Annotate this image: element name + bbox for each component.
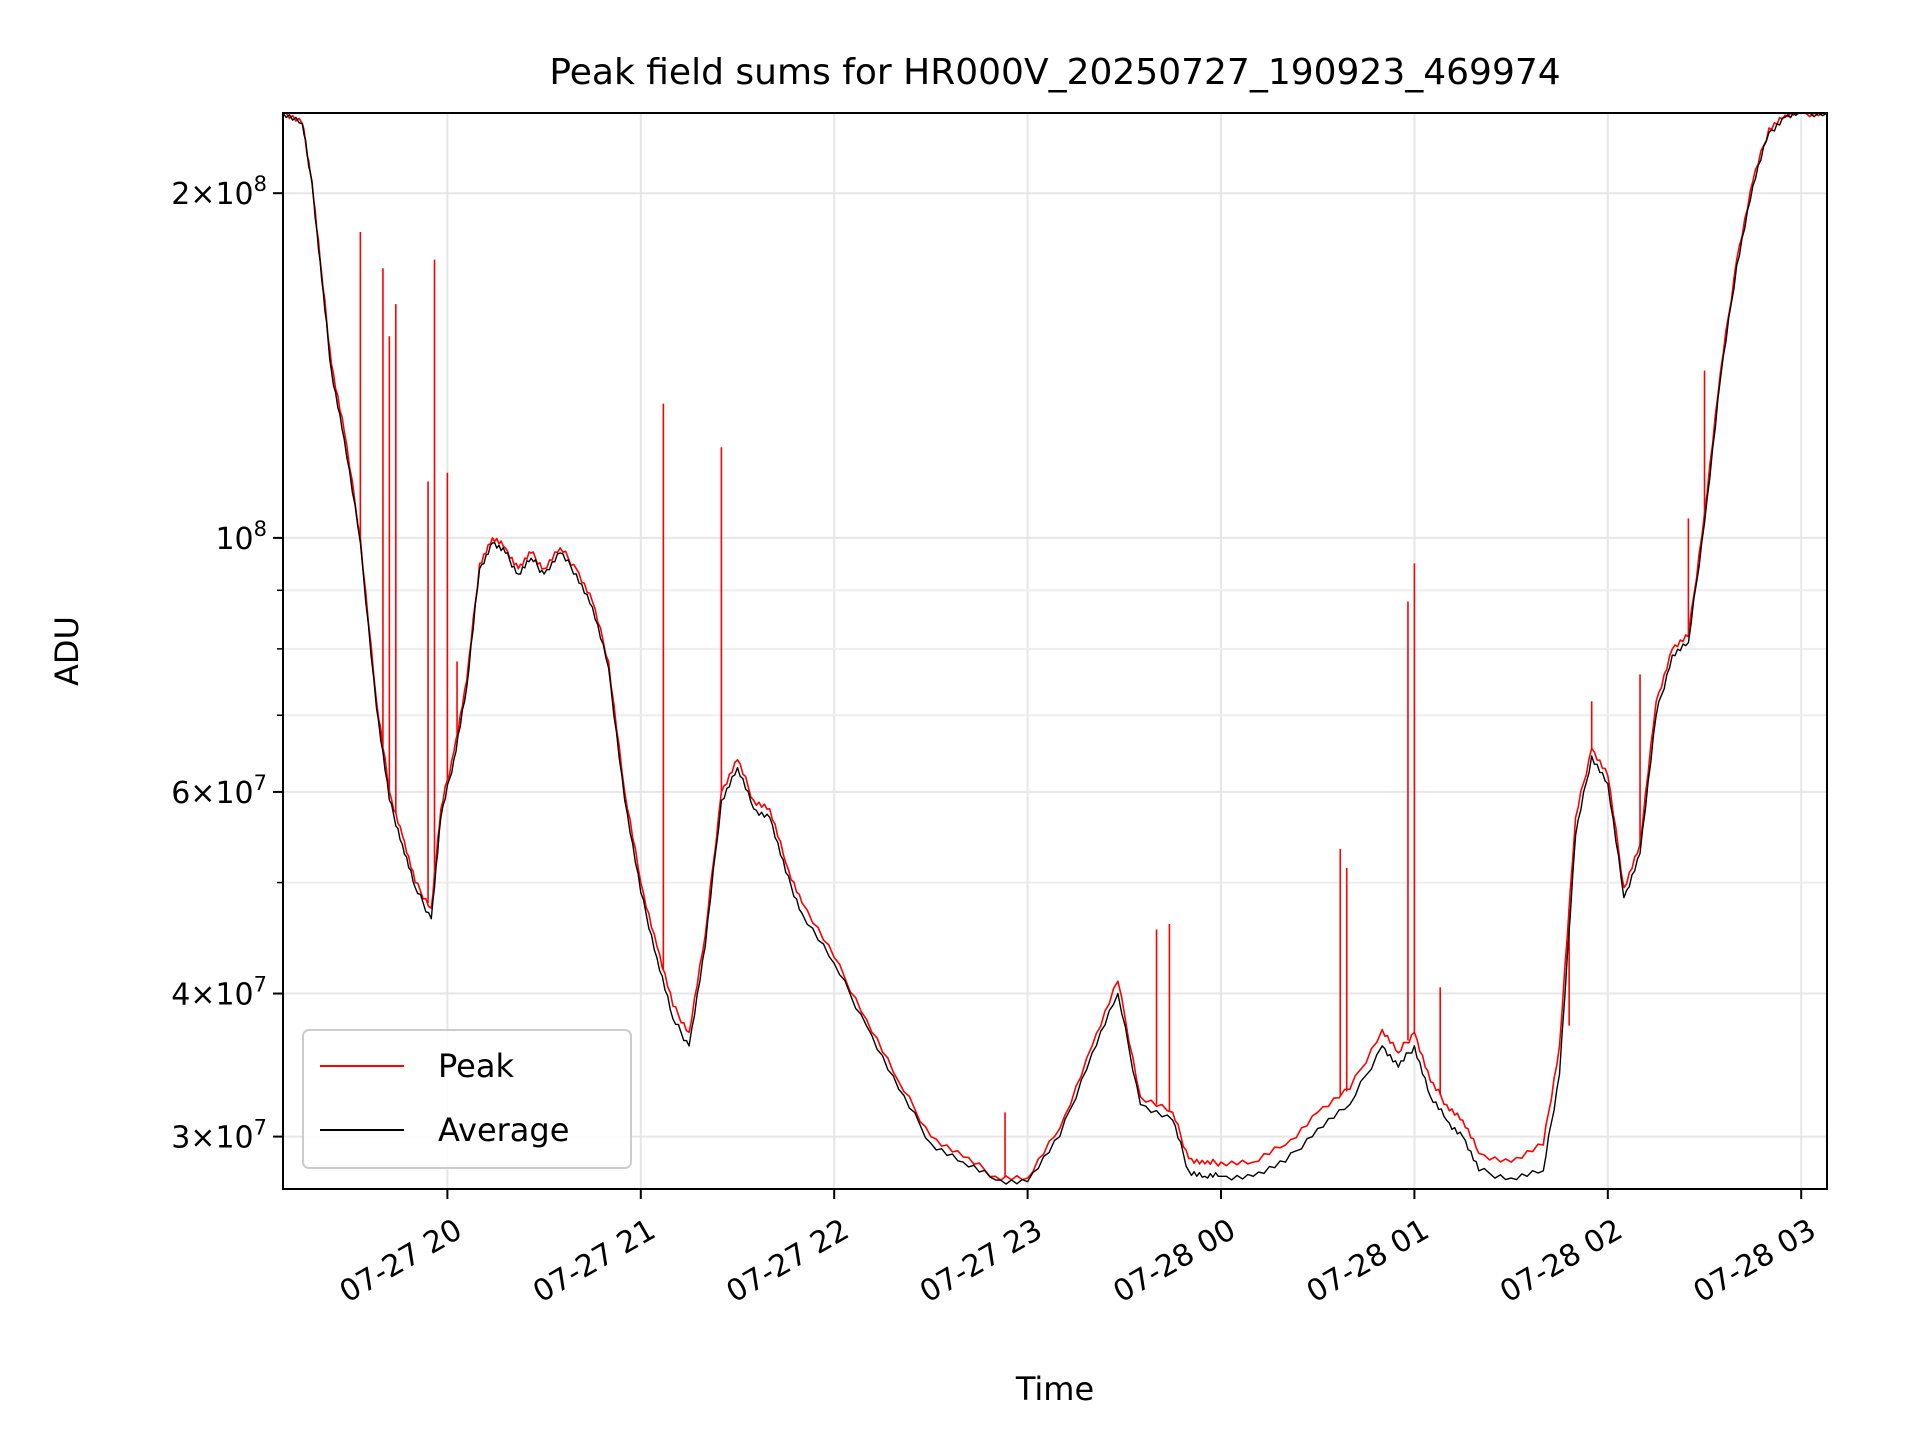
- legend-label-average: Average: [438, 1111, 569, 1149]
- series-line-peak: [283, 112, 1827, 1181]
- y-tick-label: 2×108: [171, 172, 267, 212]
- plot-frame: [282, 112, 1828, 1190]
- y-tick-label: 3×107: [171, 1116, 267, 1156]
- series-peak: [283, 112, 1827, 1181]
- series-line-average: [282, 112, 1828, 1185]
- y-tick-label: 4×107: [171, 973, 267, 1013]
- legend-box: [302, 1029, 632, 1169]
- chart-title: Peak field sums for HR000V_20250727_1909…: [549, 52, 1560, 93]
- legend-label-peak: Peak: [438, 1047, 514, 1085]
- legend: Peak Average: [302, 1029, 632, 1169]
- x-axis-label: Time: [1015, 1370, 1094, 1408]
- y-tick-label: 108: [215, 517, 267, 557]
- y-tick-label: 6×107: [171, 771, 267, 811]
- y-axis: 3×107 4×107 6×107 108 2×108: [171, 172, 283, 1156]
- series-layer: [282, 112, 1828, 1185]
- y-axis-label: ADU: [48, 616, 86, 686]
- series-average: [282, 112, 1828, 1185]
